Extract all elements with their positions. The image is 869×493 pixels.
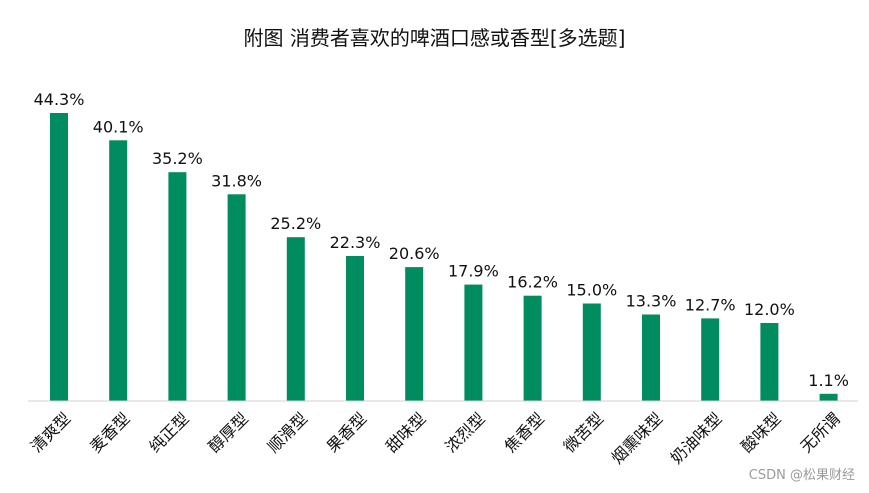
bar-7 — [464, 284, 483, 401]
category-label-7: 浓烈型 — [441, 409, 488, 456]
bar-6 — [405, 267, 424, 401]
category-labels-group: 清爽型 麦香型 纯正型 醇厚型 顺滑型 果香型 甜味型 浓烈型 焦香型 微苦型 烟熏味型 奶油味型 酸味… — [27, 409, 844, 468]
bar-5 — [346, 256, 364, 401]
value-label-0: 44.3% — [34, 90, 85, 109]
value-label-2: 35.2% — [152, 149, 203, 168]
category-label-10: 烟熏味型 — [608, 409, 667, 468]
value-label-11: 12.7% — [685, 295, 736, 314]
value-labels-group: 44.3% 40.1% 35.2% 31.8% 25.2% 22.3% 20.6% 17.9%… — [34, 90, 849, 390]
chart-title: 附图 消费者喜欢的啤酒口感或香型[多选题] — [243, 26, 626, 50]
bar-3 — [227, 194, 246, 401]
bar-11 — [701, 318, 720, 401]
bar-8 — [523, 295, 542, 401]
value-label-10: 13.3% — [626, 292, 677, 311]
category-label-6: 甜味型 — [382, 409, 429, 456]
category-label-3: 醇厚型 — [205, 409, 252, 456]
category-label-13: 无所谓 — [797, 409, 844, 456]
category-label-12: 酸味型 — [737, 409, 784, 456]
value-label-8: 16.2% — [507, 273, 558, 292]
bars-group — [50, 113, 838, 402]
value-label-3: 31.8% — [211, 171, 262, 190]
bar-10 — [642, 314, 660, 401]
value-label-1: 40.1% — [93, 117, 144, 136]
bar-12 — [760, 323, 779, 401]
bar-1 — [109, 140, 128, 402]
value-label-12: 12.0% — [744, 300, 795, 319]
value-label-6: 20.6% — [389, 244, 440, 263]
category-label-2: 纯正型 — [145, 409, 192, 456]
category-label-5: 果香型 — [323, 409, 370, 456]
bar-2 — [168, 172, 187, 401]
watermark-text: CSDN @松果财经 — [748, 468, 855, 483]
category-label-4: 顺滑型 — [264, 409, 311, 456]
category-label-1: 麦香型 — [86, 409, 133, 456]
category-label-9: 微苦型 — [560, 409, 607, 456]
bar-4 — [286, 237, 305, 401]
value-label-13: 1.1% — [808, 371, 849, 390]
bar-9 — [582, 303, 601, 401]
bar-13 — [819, 393, 838, 401]
bar-0 — [50, 113, 68, 401]
category-label-0: 清爽型 — [27, 409, 74, 456]
value-label-4: 25.2% — [270, 214, 321, 233]
value-label-5: 22.3% — [330, 233, 381, 252]
value-label-7: 17.9% — [448, 262, 499, 281]
category-label-8: 焦香型 — [501, 409, 548, 456]
value-label-9: 15.0% — [566, 281, 617, 300]
category-label-11: 奶油味型 — [667, 409, 726, 468]
